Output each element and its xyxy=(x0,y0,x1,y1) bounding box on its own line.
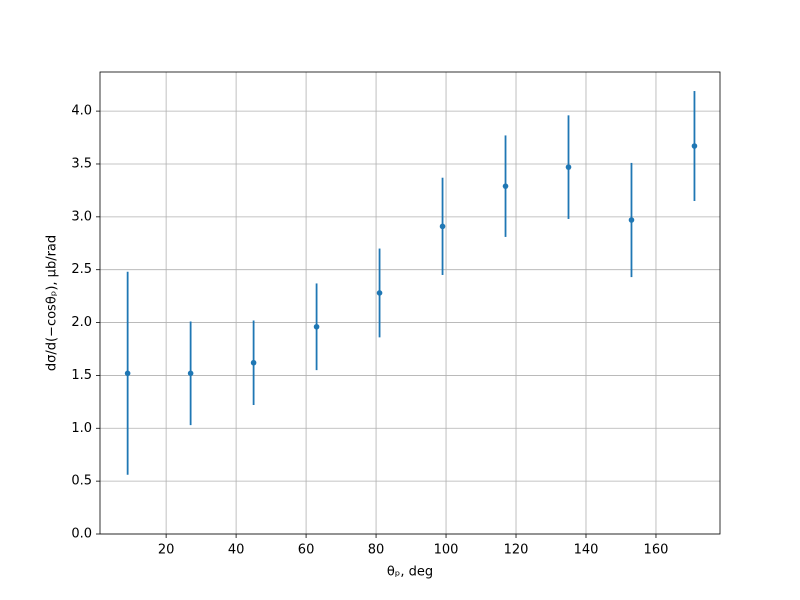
y-tick-label: 3.5 xyxy=(71,156,92,171)
x-tick-label: 40 xyxy=(228,543,245,558)
data-point xyxy=(565,164,572,170)
data-point xyxy=(376,290,383,296)
x-tick-label: 140 xyxy=(574,543,599,558)
y-tick-label: 3.0 xyxy=(71,209,92,224)
data-point xyxy=(502,183,509,189)
x-tick-label: 60 xyxy=(298,543,315,558)
y-axis-label: dσ/d(−cosθₚ), μb/rad xyxy=(45,235,60,371)
data-point xyxy=(187,370,194,377)
y-tick-label: 0.0 xyxy=(71,527,92,542)
x-tick-label: 120 xyxy=(504,543,529,558)
y-tick-label: 0.5 xyxy=(71,474,92,489)
data-point xyxy=(313,323,320,330)
x-axis-label: θₚ, deg xyxy=(387,565,433,580)
x-tick-label: 20 xyxy=(158,543,175,558)
x-tick-label: 100 xyxy=(434,543,459,558)
data-point xyxy=(250,359,257,366)
data-point xyxy=(439,223,446,230)
x-tick-label: 160 xyxy=(644,543,669,558)
x-tick-label: 80 xyxy=(368,543,385,558)
data-point xyxy=(124,370,131,377)
y-tick-label: 1.0 xyxy=(71,421,92,436)
data-point xyxy=(628,217,635,223)
y-tick-label: 1.5 xyxy=(71,368,92,383)
y-tick-label: 4.0 xyxy=(71,104,92,119)
y-tick-label: 2.0 xyxy=(71,315,92,330)
y-tick-label: 2.5 xyxy=(71,262,92,277)
data-point xyxy=(691,143,698,149)
axes-frame xyxy=(99,71,721,535)
